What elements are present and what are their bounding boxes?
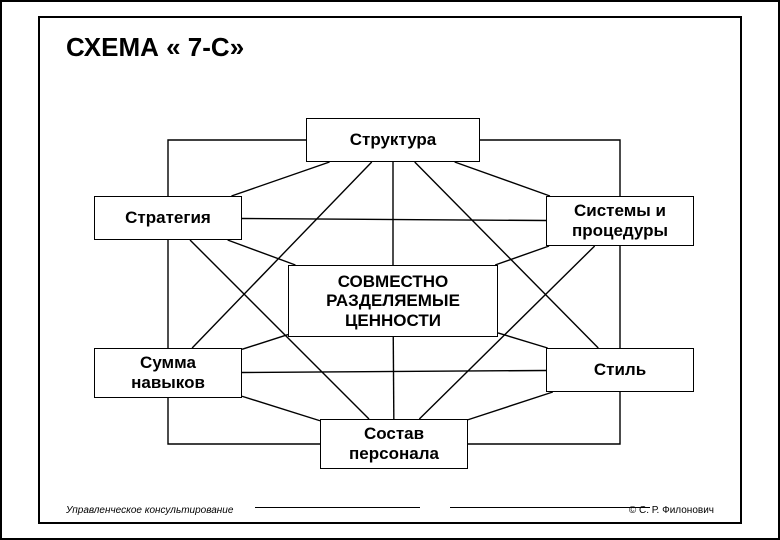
node-style: Стиль [546, 348, 694, 392]
node-staff: Составперсонала [320, 419, 468, 469]
inner-frame: СХЕМА « 7-С» СтруктураСтратегияСистемы и… [38, 16, 742, 524]
page-frame: СХЕМА « 7-С» СтруктураСтратегияСистемы и… [0, 0, 780, 540]
node-strategy: Стратегия [94, 196, 242, 240]
footer-line-left [255, 507, 420, 508]
footer-line-right [450, 507, 650, 508]
node-systems: Системы ипроцедуры [546, 196, 694, 246]
node-skills: Сумманавыков [94, 348, 242, 398]
node-values: СОВМЕСТНОРАЗДЕЛЯЕМЫЕЦЕННОСТИ [288, 265, 498, 337]
node-structure: Структура [306, 118, 480, 162]
footer-left-text: Управленческое консультирование [66, 505, 233, 516]
